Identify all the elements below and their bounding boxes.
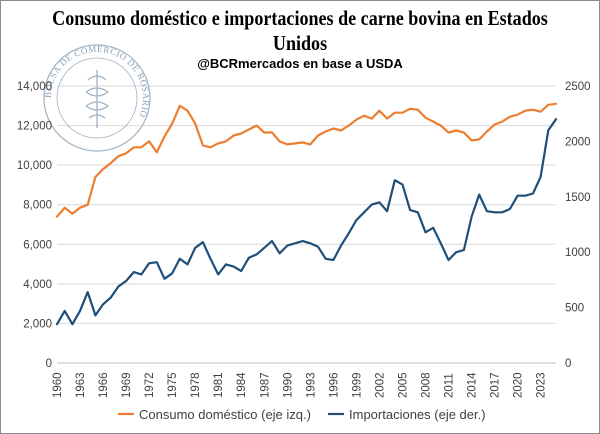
y-left-tick-label: 12,000: [17, 121, 52, 133]
x-tick-label: 1996: [328, 372, 340, 398]
y-left-tick-label: 6,000: [23, 239, 52, 251]
series-line-consumo: [55, 102, 558, 218]
y-right-tick-label: 0: [565, 358, 571, 370]
chart-subtitle: @BCRmercados en base a USDA: [197, 56, 403, 71]
caduceus-icon: [85, 70, 110, 128]
y-right-tick-label: 1000: [565, 247, 591, 259]
legend-label-importaciones: Importaciones (eje der.): [349, 407, 486, 422]
axes: 0 2,000 4,000 6,000 8,000 10,000 12,000 14,000 0…: [17, 81, 591, 398]
x-tick-label: 2011: [444, 373, 456, 398]
x-tick-label: 1987: [259, 372, 271, 398]
x-tick-label: 2017: [490, 372, 502, 398]
y-left-tick-label: 14,000: [17, 81, 52, 93]
x-tick-label: 1981: [213, 372, 225, 398]
x-tick-label: 1963: [75, 372, 87, 398]
y-left-tick-label: 0: [46, 358, 52, 370]
x-tick-label: 1978: [190, 372, 202, 398]
x-tick-label: 2005: [397, 372, 409, 398]
legend-label-consumo: Consumo doméstico (eje izq.): [139, 407, 311, 422]
x-tick-label: 1993: [305, 372, 317, 398]
y-left-tick-label: 4,000: [23, 279, 52, 291]
x-tick-label: 1969: [121, 372, 133, 398]
y-right-tick-label: 2500: [565, 81, 591, 93]
y-left-tick-label: 10,000: [17, 160, 52, 172]
x-tick-label: 1984: [236, 372, 248, 398]
x-tick-label: 1972: [144, 372, 156, 398]
x-tick-label: 1990: [282, 372, 294, 398]
x-tick-label: 2014: [467, 372, 479, 398]
gridlines: [57, 85, 556, 324]
x-tick-label: 2008: [420, 372, 432, 398]
x-tick-label: 1960: [52, 372, 64, 398]
y-right-tick-label: 500: [565, 303, 584, 315]
legend: Consumo doméstico (eje izq.) Importacion…: [118, 407, 486, 422]
x-tick-label: 1999: [351, 372, 363, 398]
y-right-tick-label: 2000: [565, 136, 591, 148]
chart-title: Consumo doméstico e importaciones de car…: [52, 6, 548, 55]
x-tick-label: 2023: [536, 372, 548, 398]
y-left-tick-label: 2,000: [23, 318, 52, 330]
x-tick-label: 1975: [167, 372, 179, 398]
x-tick-label: 2002: [374, 372, 386, 398]
series-line-importaciones: [55, 118, 558, 326]
series-layer: [55, 102, 558, 326]
y-left-tick-label: 8,000: [23, 200, 52, 212]
x-tick-label: 1966: [98, 372, 110, 398]
y-right-tick-label: 1500: [565, 192, 591, 204]
x-tick-label: 2020: [513, 372, 525, 398]
